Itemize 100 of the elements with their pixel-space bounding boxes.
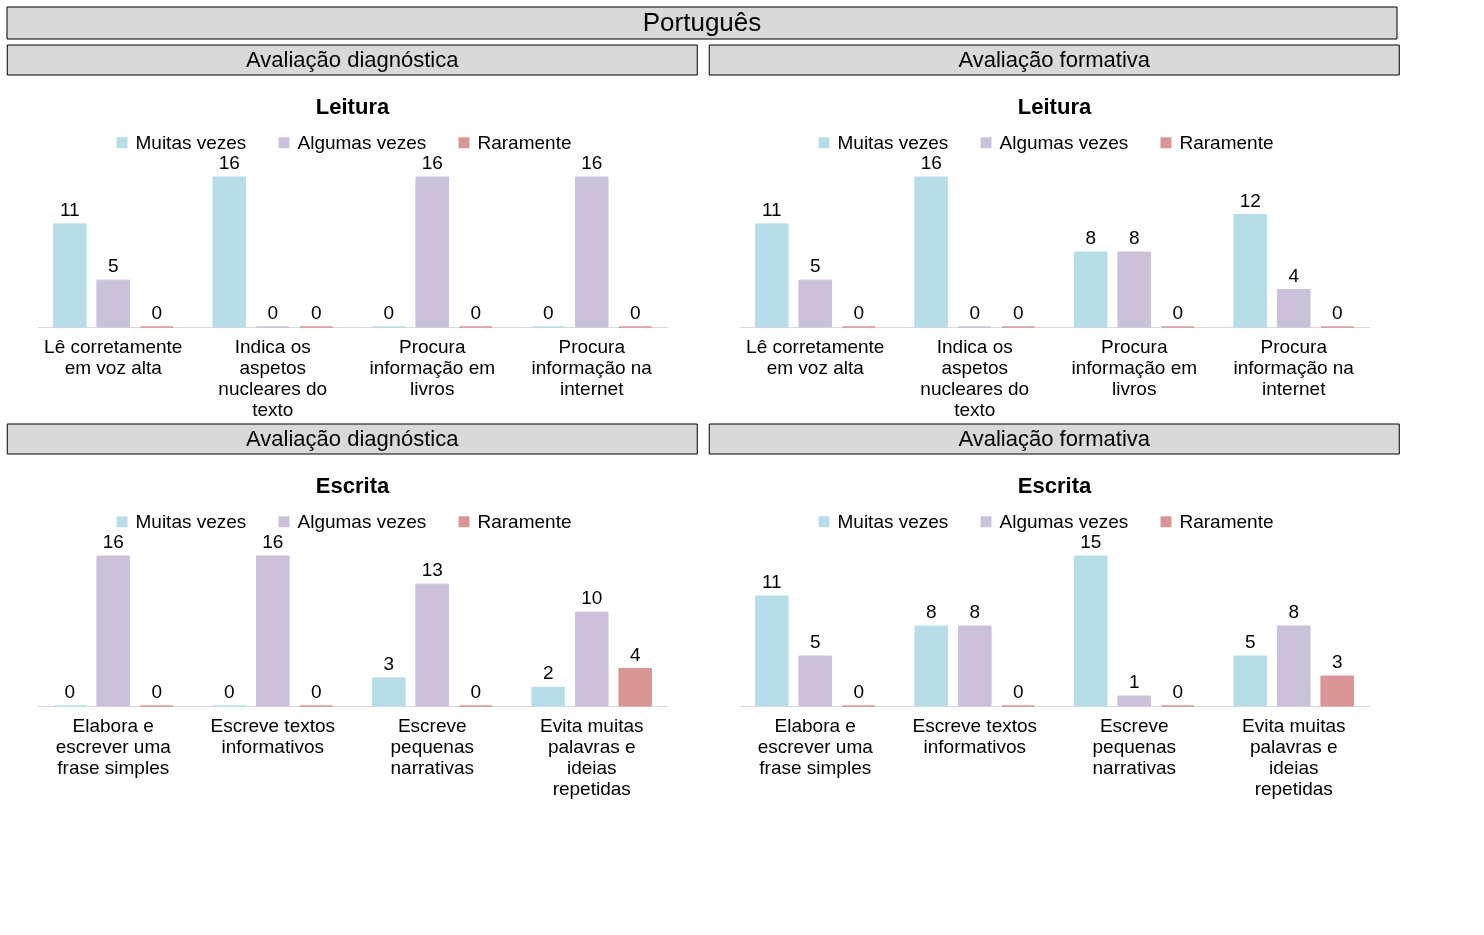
data-label: 3 <box>1331 651 1343 672</box>
data-label: 11 <box>59 198 80 220</box>
data-label: 5 <box>809 255 821 277</box>
bar <box>212 176 247 328</box>
bar <box>574 611 609 707</box>
text: Avaliação formativa <box>958 426 1151 451</box>
data-label: 11 <box>761 198 782 220</box>
chart-title: Escrita <box>315 473 390 498</box>
data-label: 4 <box>629 643 641 665</box>
bar <box>1073 251 1108 328</box>
x-tick-label: Procura informação na internet <box>1233 335 1355 399</box>
bar <box>52 223 87 328</box>
data-label: 16 <box>102 531 124 552</box>
data-label: 5 <box>809 631 821 652</box>
text: Avaliação diagnóstica <box>246 426 460 451</box>
data-label: 8 <box>969 601 981 622</box>
data-label: 0 <box>223 681 235 702</box>
bar <box>914 625 949 707</box>
x-tick-label: Procura informação em livros <box>369 335 496 399</box>
legend-label: Algumas vezes <box>297 510 427 532</box>
data-label: 12 <box>1239 189 1261 211</box>
data-label: 5 <box>107 255 119 277</box>
x-tick-label: Lê corretamente em voz alta <box>44 335 183 378</box>
bar <box>1073 555 1108 707</box>
data-label: 16 <box>920 152 942 173</box>
x-tick-label: Indica os aspetos nucleares do texto <box>218 335 328 420</box>
x-tick-label: Procura informação em livros <box>1071 335 1198 399</box>
data-label: 0 <box>1172 681 1184 702</box>
data-label: 0 <box>310 302 322 323</box>
data-label: 3 <box>383 652 395 674</box>
x-tick-label: Escreve pequenas narrativas <box>390 714 474 778</box>
data-label: 10 <box>581 587 603 609</box>
data-label: 0 <box>310 681 322 702</box>
data-label: 8 <box>1085 227 1097 248</box>
x-tick-label: Indica os aspetos nucleares do texto <box>920 335 1030 420</box>
data-label: 16 <box>218 152 240 173</box>
legend-label: Algumas vezes <box>297 131 427 153</box>
data-label: 1 <box>1128 671 1140 692</box>
x-tick-label: Evita muitas palavras e ideias repetidas <box>540 714 644 799</box>
x-tick-label: Elabora e escrever uma frase simples <box>55 714 172 778</box>
legend-label: Raramente <box>1179 131 1274 153</box>
data-label: 0 <box>1172 302 1184 323</box>
x-tick-label: Procura informação na internet <box>531 335 653 399</box>
bar <box>1276 625 1311 707</box>
bar <box>371 677 406 707</box>
data-label: 0 <box>470 681 482 702</box>
bar <box>415 176 450 328</box>
data-label: 0 <box>629 302 641 323</box>
data-label: 0 <box>1012 681 1024 702</box>
legend-label: Muitas vezes <box>837 510 949 532</box>
bar <box>96 279 131 328</box>
bar <box>255 555 290 707</box>
chart-title: Leitura <box>1017 94 1092 119</box>
data-label: 0 <box>542 302 554 323</box>
data-label: 16 <box>581 152 603 173</box>
bar <box>957 625 992 707</box>
data-label: 0 <box>969 302 981 323</box>
data-label: 13 <box>421 559 443 581</box>
bar <box>1117 251 1152 328</box>
legend-label: Muitas vezes <box>837 131 949 153</box>
legend-label: Raramente <box>1179 510 1274 532</box>
data-label: 4 <box>1288 264 1300 286</box>
data-label: 0 <box>151 681 163 702</box>
data-label: 0 <box>853 681 865 702</box>
bar <box>754 595 789 707</box>
data-label: 16 <box>421 152 443 173</box>
data-label: 0 <box>470 302 482 323</box>
data-label: 0 <box>151 302 163 323</box>
bar <box>754 223 789 328</box>
data-label: 8 <box>925 601 937 622</box>
legend-label: Muitas vezes <box>135 510 247 532</box>
bar <box>1233 214 1268 328</box>
x-tick-label: Escreve pequenas narrativas <box>1092 714 1176 778</box>
data-label: 2 <box>542 662 554 684</box>
x-tick-label: Elabora e escrever uma frase simples <box>757 714 874 778</box>
data-label: 0 <box>1331 302 1343 323</box>
data-label: 0 <box>1012 302 1024 323</box>
legend-label: Algumas vezes <box>999 510 1129 532</box>
bar <box>798 279 833 328</box>
bar <box>1320 675 1355 707</box>
bar <box>618 668 653 707</box>
legend-label: Muitas vezes <box>135 131 247 153</box>
data-label: 11 <box>761 571 782 592</box>
legend-label: Raramente <box>477 510 572 532</box>
data-label: 0 <box>64 681 76 702</box>
data-label: 0 <box>853 302 865 323</box>
legend-label: Raramente <box>477 131 572 153</box>
chart-title: Escrita <box>1017 473 1092 498</box>
data-label: 0 <box>383 302 395 323</box>
bar <box>531 686 566 707</box>
data-label: 8 <box>1128 227 1140 248</box>
x-tick-label: Evita muitas palavras e ideias repetidas <box>1242 714 1346 799</box>
bar <box>96 555 131 707</box>
bar <box>1276 289 1311 328</box>
x-tick-label: Escreve textos informativos <box>210 714 336 757</box>
bar <box>798 655 833 707</box>
text: Português <box>642 7 762 37</box>
data-label: 0 <box>267 302 279 323</box>
bar <box>574 176 609 328</box>
bar <box>1233 655 1268 707</box>
